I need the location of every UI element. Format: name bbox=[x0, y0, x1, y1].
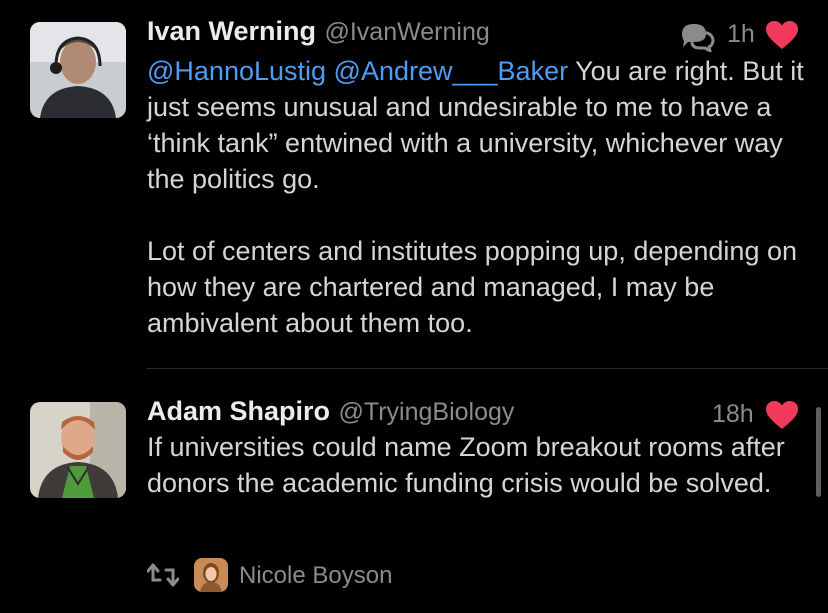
tweet-timestamp: 18h bbox=[712, 400, 754, 428]
tweet-text: @HannoLustig @Andrew___Baker You are rig… bbox=[147, 53, 807, 341]
heart-icon[interactable] bbox=[765, 400, 799, 430]
author-name[interactable]: Adam Shapiro bbox=[147, 396, 331, 426]
heart-icon[interactable] bbox=[765, 20, 799, 50]
tweet-adam-shapiro[interactable]: Adam Shapiro @TryingBiology 18h If unive… bbox=[0, 372, 828, 613]
scrollbar[interactable] bbox=[816, 407, 821, 497]
tweet-header: Adam Shapiro @TryingBiology bbox=[147, 396, 828, 436]
tweet-paragraph-2: Lot of centers and institutes popping up… bbox=[147, 236, 797, 338]
conversation-icon[interactable] bbox=[678, 20, 718, 52]
tweet-text: If universities could name Zoom breakout… bbox=[147, 429, 807, 501]
tweet-paragraph-1: @HannoLustig @Andrew___Baker You are rig… bbox=[147, 53, 807, 197]
avatar[interactable] bbox=[30, 402, 126, 498]
tweet-timestamp: 1h bbox=[727, 20, 755, 48]
tweet-paragraph-1: If universities could name Zoom breakout… bbox=[147, 432, 785, 498]
divider bbox=[147, 368, 828, 369]
mention-link[interactable]: @HannoLustig bbox=[147, 56, 327, 86]
retweeter-name[interactable]: Nicole Boyson bbox=[239, 562, 393, 589]
tweet-ivan-werning[interactable]: Ivan Werning @IvanWerning 1h @HannoLusti… bbox=[0, 0, 828, 370]
retweeted-by-row[interactable]: Nicole Boyson bbox=[147, 556, 547, 596]
tweet-header: Ivan Werning @IvanWerning bbox=[147, 16, 828, 56]
avatar[interactable] bbox=[30, 22, 126, 118]
author-handle[interactable]: @IvanWerning bbox=[324, 18, 490, 46]
author-handle[interactable]: @TryingBiology bbox=[338, 398, 515, 426]
author-name[interactable]: Ivan Werning bbox=[147, 16, 317, 46]
tweet-paragraph-text: You are right. But it just seems unusual… bbox=[147, 56, 804, 194]
retweeter-avatar[interactable] bbox=[194, 558, 228, 592]
mention-link[interactable]: @Andrew___Baker bbox=[333, 56, 569, 86]
retweet-icon[interactable] bbox=[147, 562, 179, 588]
